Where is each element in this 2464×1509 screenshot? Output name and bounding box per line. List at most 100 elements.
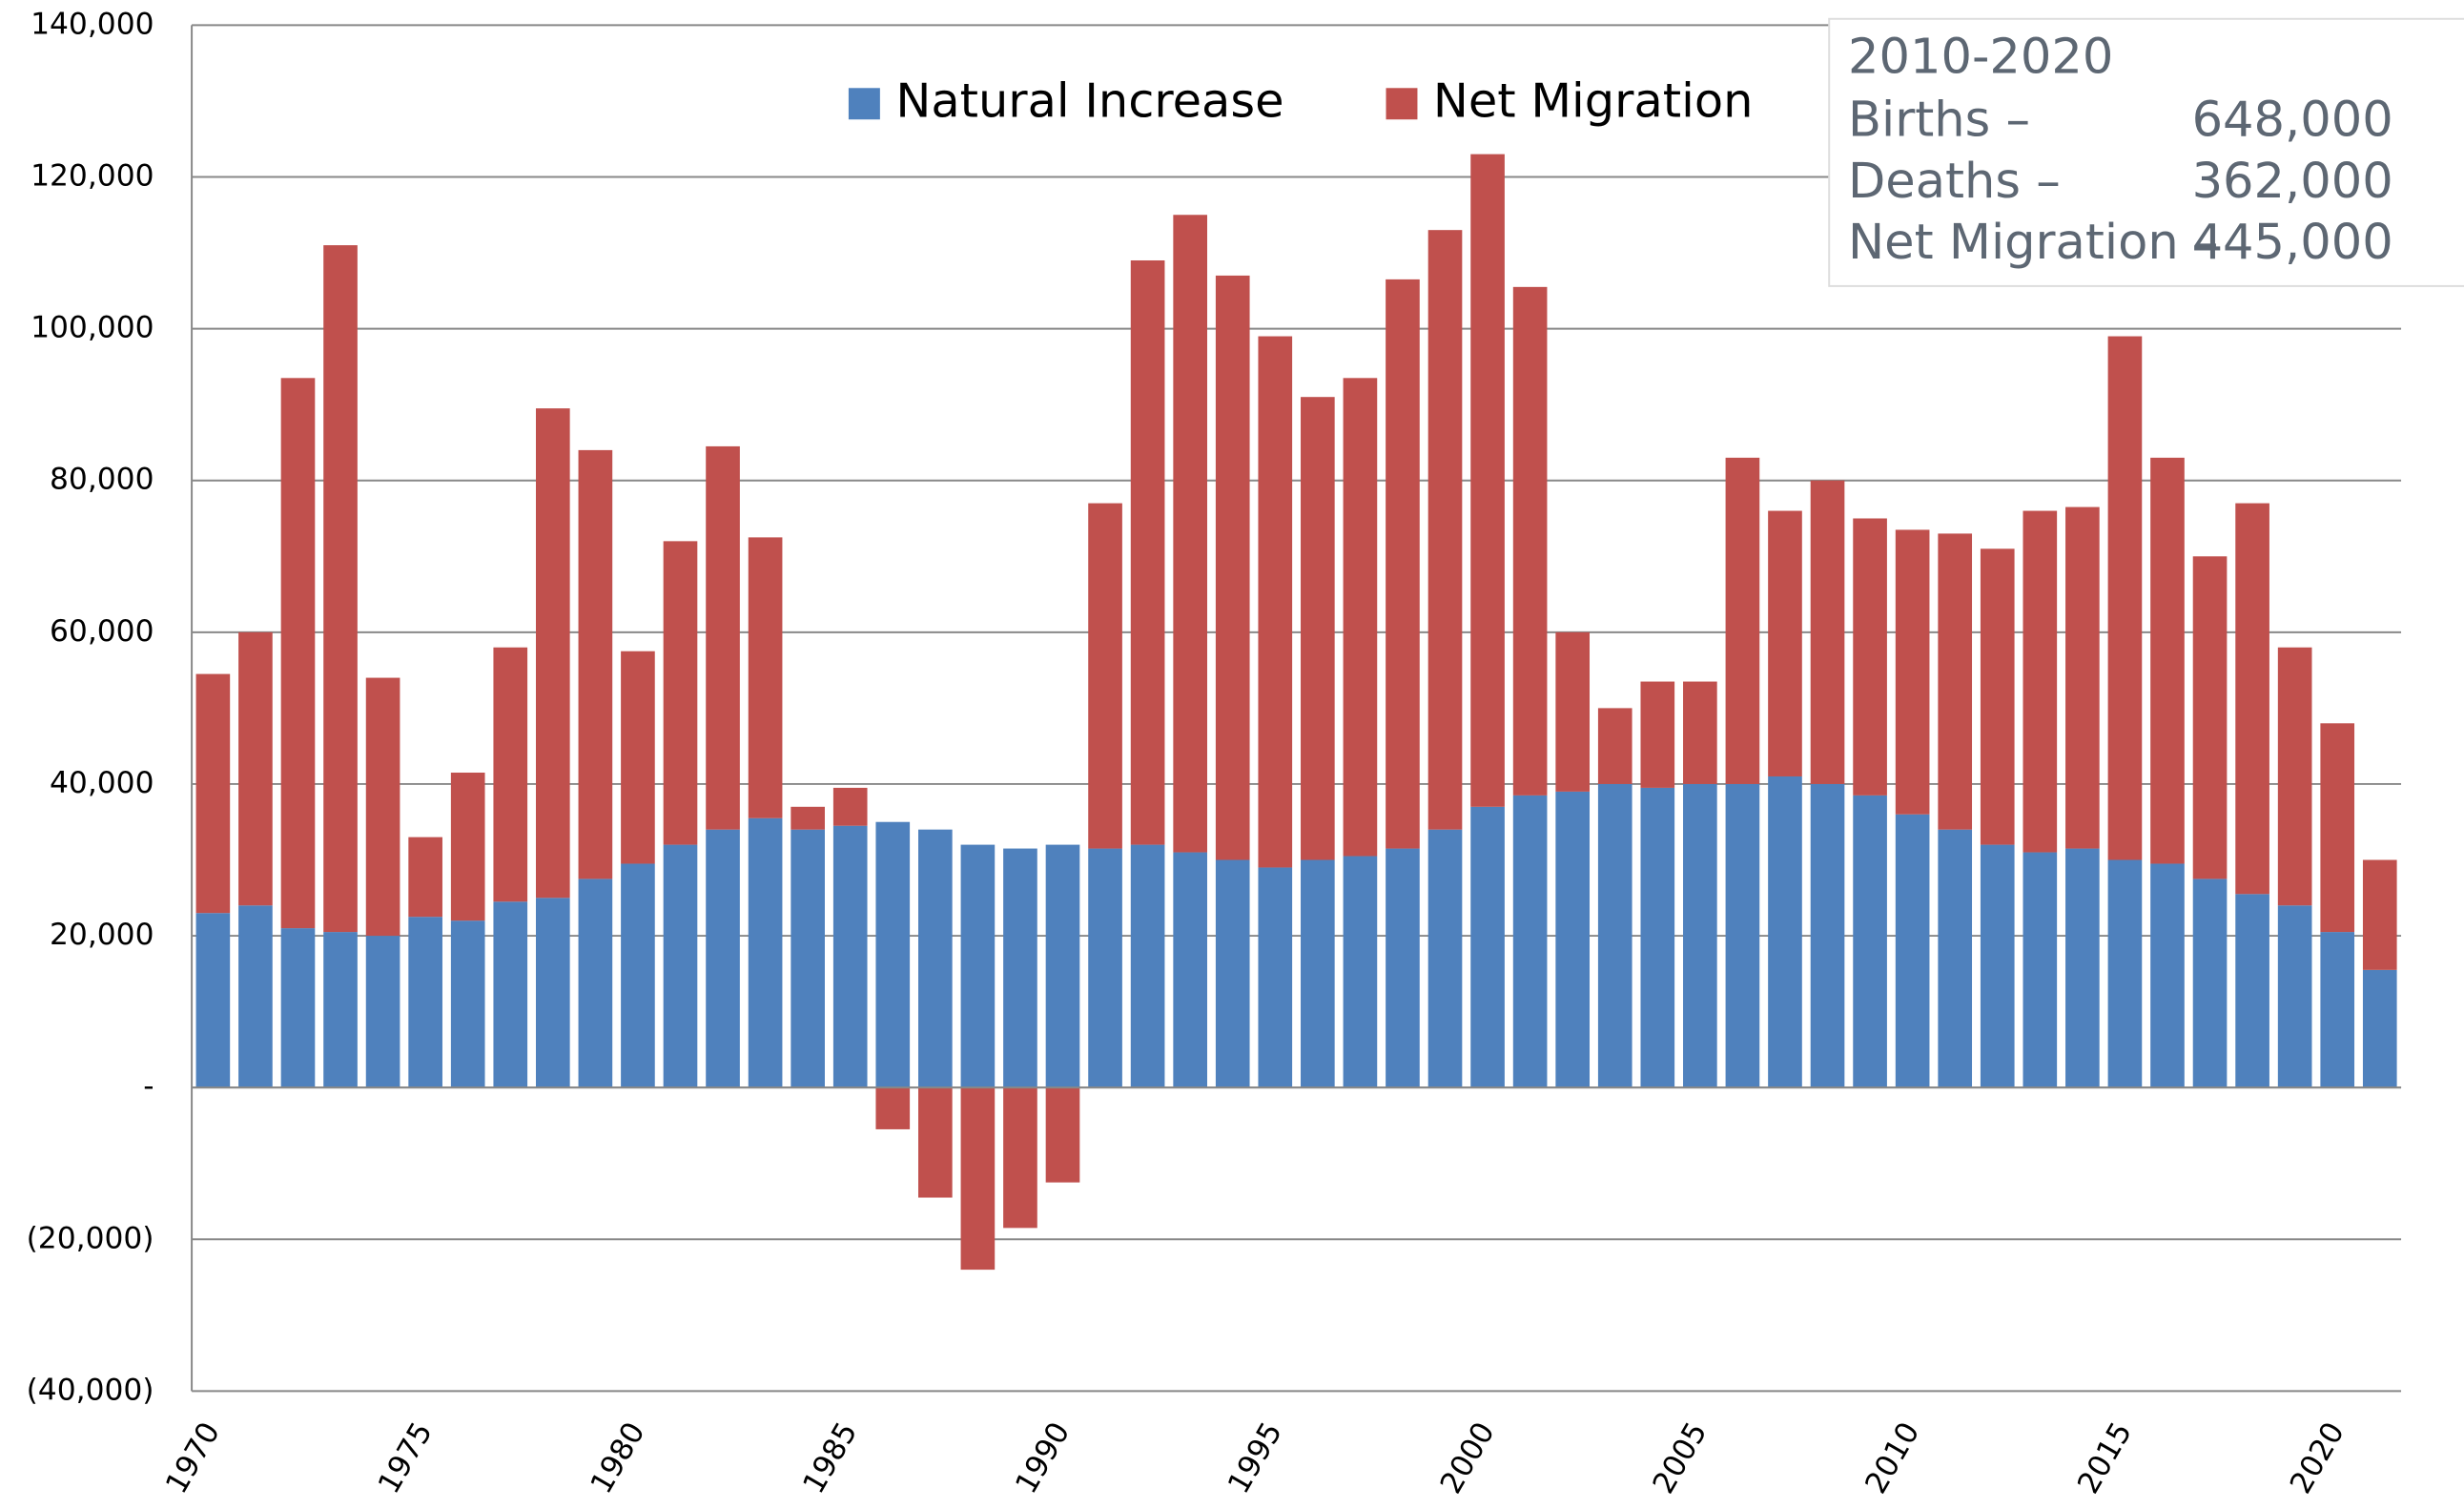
bar-segment <box>1853 795 1887 1088</box>
bar-segment <box>2150 863 2185 1088</box>
bar-segment <box>1215 859 1250 1088</box>
bar-segment <box>1810 480 1845 784</box>
bar-segment <box>832 787 868 826</box>
bar-segment <box>195 673 231 914</box>
x-tick-label: 1970 <box>159 1416 227 1499</box>
legend-label: Net Migration <box>1433 72 1753 128</box>
bar-segment <box>195 913 231 1088</box>
annotation-box <box>1828 17 2464 287</box>
bar-segment <box>1045 844 1080 1088</box>
bar-segment <box>2362 859 2397 970</box>
bar-segment <box>238 905 273 1088</box>
bar-segment <box>1938 829 1973 1088</box>
bar-segment <box>1343 378 1378 857</box>
bar-segment <box>1130 844 1165 1088</box>
bar-segment <box>1386 848 1420 1088</box>
bar-segment <box>1427 230 1463 830</box>
bar-segment <box>1130 259 1165 845</box>
bar-segment <box>365 936 400 1088</box>
y-tick-label: (40,000) <box>27 1373 154 1407</box>
bar-segment <box>1088 503 1122 849</box>
bar-segment <box>493 901 528 1088</box>
bar-segment <box>1343 856 1378 1088</box>
bar-segment <box>2320 932 2355 1088</box>
bar-segment <box>1683 783 1717 1088</box>
x-tick-label: 2020 <box>2284 1416 2351 1499</box>
bar-segment <box>918 1087 953 1198</box>
bar-segment <box>1512 795 1548 1088</box>
annotation-label: Births – <box>1848 93 2030 149</box>
bar-segment <box>450 773 485 921</box>
bar-segment <box>2065 848 2100 1088</box>
annotation-label: Deaths – <box>1848 154 2061 210</box>
bar-segment <box>1386 279 1420 849</box>
bar-segment <box>748 537 783 818</box>
bar-segment <box>450 920 485 1088</box>
bar-segment <box>1640 787 1675 1088</box>
bar-segment <box>791 806 825 830</box>
bar-segment <box>408 917 442 1088</box>
bar-segment <box>1470 806 1505 1088</box>
bar-segment <box>960 1087 996 1271</box>
annotation-label: Net Migration – <box>1848 215 2219 271</box>
bar-segment <box>535 898 570 1088</box>
x-tick-label: 2000 <box>1434 1416 1502 1499</box>
bar-segment <box>1512 286 1548 796</box>
bar-segment <box>2277 647 2312 906</box>
bar-segment <box>1258 867 1293 1088</box>
bar-segment <box>1173 215 1207 853</box>
bar-segment <box>791 829 825 1088</box>
bar-segment <box>1555 791 1591 1088</box>
bar-segment <box>1980 844 2015 1088</box>
y-tick-label: 20,000 <box>50 918 154 952</box>
bar-segment <box>1895 529 1930 815</box>
bar-segment <box>1045 1087 1080 1183</box>
bar-segment <box>1597 783 1632 1088</box>
bar-segment <box>1088 848 1122 1088</box>
bar-segment <box>2320 723 2355 933</box>
bar-segment <box>706 829 740 1088</box>
bar-segment <box>238 631 273 906</box>
bar-segment <box>365 677 400 937</box>
bar-segment <box>280 378 316 929</box>
bar-segment <box>2023 510 2058 853</box>
annotation-value: 362,000 <box>2192 154 2393 210</box>
bar-segment <box>2277 905 2312 1088</box>
bar-segment <box>706 445 740 830</box>
bar-segment <box>1003 848 1037 1088</box>
bar-segment <box>1725 783 1760 1088</box>
annotation-title: 2010-2020 <box>1848 30 2113 86</box>
bar-segment <box>1470 154 1505 807</box>
y-tick-label: 100,000 <box>31 311 154 345</box>
bar-segment <box>1301 859 1335 1088</box>
legend-swatch <box>1386 88 1418 120</box>
legend-label: Natural Increase <box>895 72 1283 128</box>
bar-segment <box>875 1087 911 1129</box>
bar-segment <box>1640 681 1675 788</box>
bar-segment <box>960 844 996 1088</box>
bar-segment <box>748 817 783 1088</box>
x-tick-label: 1995 <box>1222 1416 1289 1499</box>
x-tick-label: 1975 <box>372 1416 440 1499</box>
x-tick-label: 2010 <box>1858 1416 1926 1499</box>
bar-segment <box>1980 548 2015 845</box>
bar-segment <box>621 863 655 1088</box>
bar-segment <box>2150 457 2185 864</box>
bar-segment <box>2235 894 2269 1088</box>
bar-segment <box>2362 969 2397 1088</box>
bar-segment <box>663 844 698 1088</box>
bar-segment <box>1427 829 1463 1088</box>
bar-segment <box>2065 506 2100 849</box>
bar-segment <box>1938 533 1973 830</box>
annotation-value: 648,000 <box>2192 93 2393 149</box>
bar-segment <box>1597 708 1632 784</box>
bar-segment <box>2107 336 2143 860</box>
bar-segment <box>578 449 613 879</box>
bar-segment <box>1003 1087 1037 1229</box>
bar-segment <box>832 825 868 1088</box>
x-tick-label: 1990 <box>1009 1416 1077 1499</box>
bar-segment <box>323 932 358 1088</box>
bar-segment <box>1258 336 1293 868</box>
bar-segment <box>280 928 316 1088</box>
bar-segment <box>2192 556 2228 879</box>
